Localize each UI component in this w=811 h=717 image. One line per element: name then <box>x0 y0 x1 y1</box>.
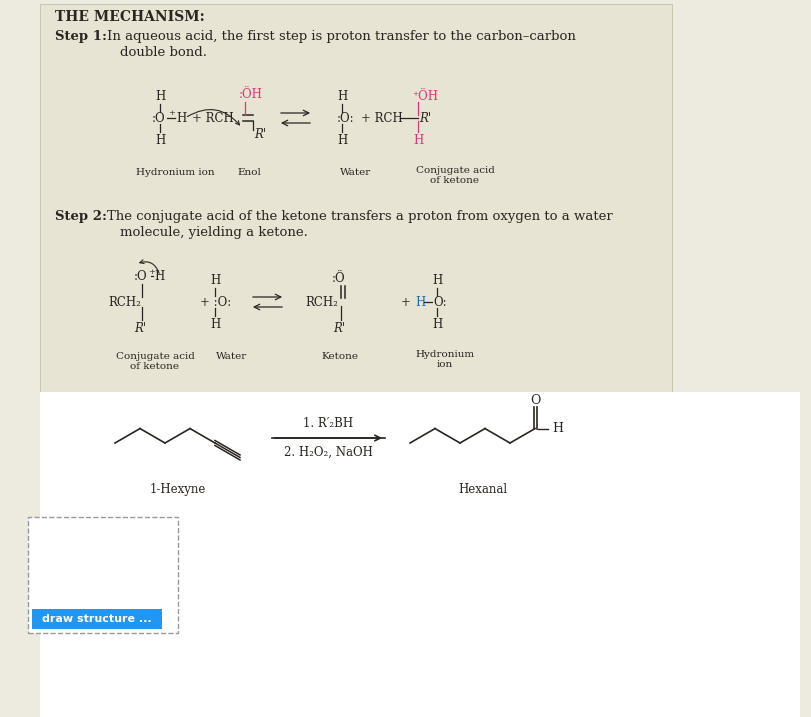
Text: ⁺ÖH: ⁺ÖH <box>411 90 437 103</box>
Text: :O: :O <box>134 270 148 282</box>
FancyArrowPatch shape <box>139 260 159 273</box>
Text: 1-Hexyne: 1-Hexyne <box>149 483 205 496</box>
Text: H: H <box>414 295 425 308</box>
Text: molecule, yielding a ketone.: molecule, yielding a ketone. <box>120 226 307 239</box>
Text: RCH₂: RCH₂ <box>305 295 337 308</box>
Text: R': R' <box>418 112 431 125</box>
Text: O: O <box>529 394 539 407</box>
Text: draw structure ...: draw structure ... <box>42 614 152 624</box>
Text: :Ö: :Ö <box>332 272 345 285</box>
Bar <box>40 4 672 392</box>
Bar <box>28 517 178 633</box>
Text: In aqueous acid, the first step is proton transfer to the carbon–carbon: In aqueous acid, the first step is proto… <box>107 30 575 43</box>
Text: Step 1:: Step 1: <box>55 30 107 43</box>
Bar <box>32 609 162 629</box>
Text: H: H <box>155 90 165 103</box>
Text: H: H <box>154 270 164 282</box>
Text: +: + <box>168 109 174 117</box>
Text: 2. H₂O₂, NaOH: 2. H₂O₂, NaOH <box>284 446 372 459</box>
Text: RCH₂: RCH₂ <box>108 295 140 308</box>
Text: double bond.: double bond. <box>120 46 207 59</box>
Text: H: H <box>551 422 562 435</box>
Text: Enol: Enol <box>237 168 260 177</box>
Text: O:: O: <box>432 295 446 308</box>
Text: H: H <box>431 318 441 331</box>
Text: 1. R′₂BH: 1. R′₂BH <box>303 417 353 430</box>
Text: :ÖH: :ÖH <box>238 88 263 102</box>
Text: H: H <box>412 133 423 146</box>
Text: Hexanal: Hexanal <box>457 483 506 496</box>
Text: Water: Water <box>216 352 247 361</box>
Text: :O:: :O: <box>337 112 354 125</box>
Text: R': R' <box>333 321 345 335</box>
Text: R': R' <box>254 128 266 141</box>
Text: The conjugate acid of the ketone transfers a proton from oxygen to a water: The conjugate acid of the ketone transfe… <box>107 210 612 223</box>
Text: + RCH: + RCH <box>361 112 402 125</box>
Text: Ketone: Ketone <box>321 352 358 361</box>
Text: H: H <box>155 133 165 146</box>
Text: Hydronium
ion: Hydronium ion <box>415 350 474 369</box>
Text: H: H <box>337 90 346 103</box>
Text: Hydronium ion: Hydronium ion <box>135 168 214 177</box>
Text: Conjugate acid
of ketone: Conjugate acid of ketone <box>415 166 494 186</box>
Text: +: + <box>401 295 410 308</box>
Text: :O: :O <box>152 112 165 125</box>
Bar <box>40 392 799 717</box>
Text: H: H <box>209 318 220 331</box>
Text: + RCH: + RCH <box>191 112 234 125</box>
FancyArrowPatch shape <box>187 110 239 125</box>
Text: +: + <box>148 268 155 276</box>
Text: H: H <box>209 273 220 287</box>
Text: THE MECHANISM:: THE MECHANISM: <box>55 10 204 24</box>
Text: + :O:: + :O: <box>200 295 231 308</box>
Text: H: H <box>176 112 186 125</box>
Text: R': R' <box>134 321 146 335</box>
Text: H: H <box>431 273 441 287</box>
Text: H: H <box>337 133 346 146</box>
Text: Conjugate acid
of ketone: Conjugate acid of ketone <box>115 352 194 371</box>
Text: Step 2:: Step 2: <box>55 210 107 223</box>
Text: Water: Water <box>340 168 371 177</box>
